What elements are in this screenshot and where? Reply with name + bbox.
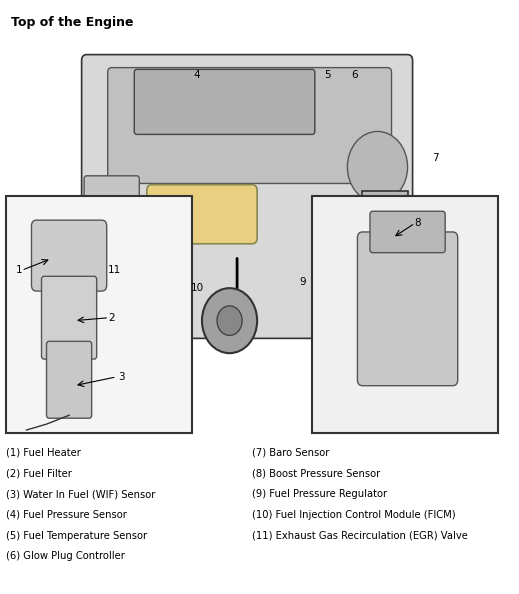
Circle shape — [217, 306, 242, 336]
Text: 8: 8 — [414, 218, 421, 228]
Text: (2) Fuel Filter: (2) Fuel Filter — [6, 469, 72, 478]
FancyBboxPatch shape — [6, 197, 192, 433]
Text: 10: 10 — [190, 283, 203, 293]
Text: (7) Baro Sensor: (7) Baro Sensor — [252, 448, 330, 458]
Text: (8) Boost Pressure Sensor: (8) Boost Pressure Sensor — [252, 469, 380, 478]
FancyBboxPatch shape — [47, 342, 92, 418]
FancyBboxPatch shape — [147, 185, 257, 244]
Text: (10) Fuel Injection Control Module (FICM): (10) Fuel Injection Control Module (FICM… — [252, 510, 456, 520]
FancyBboxPatch shape — [81, 55, 413, 339]
FancyBboxPatch shape — [32, 220, 107, 291]
FancyBboxPatch shape — [312, 197, 498, 433]
Text: (4) Fuel Pressure Sensor: (4) Fuel Pressure Sensor — [6, 510, 127, 520]
FancyBboxPatch shape — [42, 276, 97, 359]
Text: 1: 1 — [16, 266, 22, 276]
FancyBboxPatch shape — [358, 232, 458, 386]
Text: (3) Water In Fuel (WIF) Sensor: (3) Water In Fuel (WIF) Sensor — [6, 489, 156, 499]
Text: 4: 4 — [194, 70, 200, 80]
FancyBboxPatch shape — [362, 191, 407, 261]
Text: 3: 3 — [118, 372, 125, 382]
Text: 9: 9 — [299, 277, 306, 287]
Circle shape — [202, 288, 257, 353]
Text: (5) Fuel Temperature Sensor: (5) Fuel Temperature Sensor — [6, 530, 147, 541]
FancyBboxPatch shape — [370, 211, 445, 252]
Text: 7: 7 — [432, 153, 439, 163]
FancyBboxPatch shape — [108, 68, 391, 184]
FancyBboxPatch shape — [84, 176, 139, 264]
Text: 11: 11 — [107, 266, 121, 276]
FancyBboxPatch shape — [134, 69, 315, 134]
Circle shape — [347, 131, 407, 203]
Text: Top of the Engine: Top of the Engine — [11, 16, 134, 29]
Text: (6) Glow Plug Controller: (6) Glow Plug Controller — [6, 551, 125, 561]
Text: (11) Exhaust Gas Recirculation (EGR) Valve: (11) Exhaust Gas Recirculation (EGR) Val… — [252, 530, 468, 541]
Text: (9) Fuel Pressure Regulator: (9) Fuel Pressure Regulator — [252, 489, 387, 499]
Text: (1) Fuel Heater: (1) Fuel Heater — [6, 448, 81, 458]
Text: 5: 5 — [324, 70, 331, 80]
Text: 6: 6 — [351, 70, 358, 80]
Text: 2: 2 — [108, 312, 115, 323]
